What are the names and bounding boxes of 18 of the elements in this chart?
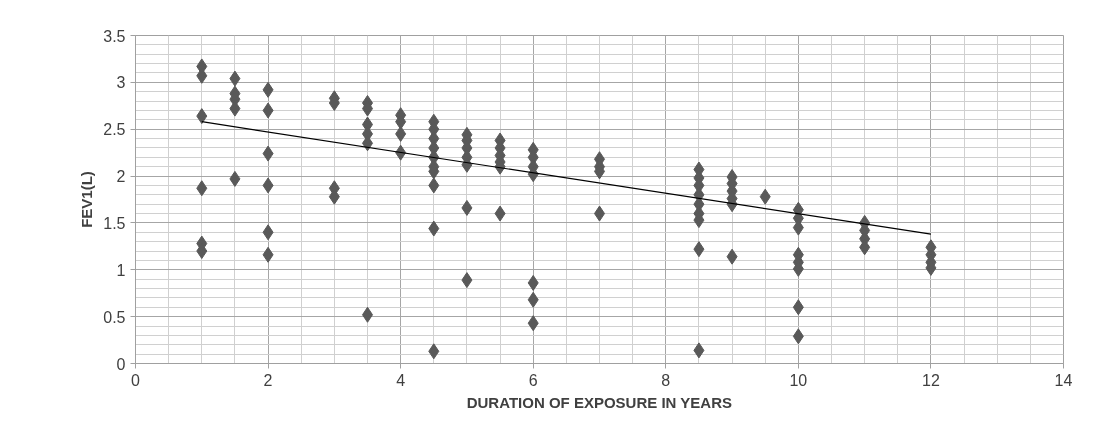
x-tick-label: 10 <box>789 371 808 389</box>
y-tick-label: 3 <box>116 74 126 92</box>
x-axis-title: DURATION OF EXPOSURE IN YEARS <box>466 393 733 411</box>
x-tick-label: 14 <box>1054 371 1073 389</box>
y-tick-label: 1.5 <box>103 214 126 232</box>
y-axis-title: FEV1(L) <box>78 171 96 228</box>
y-tick-label: 2 <box>116 168 126 186</box>
y-tick-label: 0.5 <box>103 308 126 326</box>
x-tick-label: 12 <box>922 371 940 389</box>
y-tick-label: 1 <box>116 261 126 279</box>
x-tick-label: 4 <box>396 371 406 389</box>
y-tick-label: 0 <box>116 355 126 373</box>
x-tick-label: 8 <box>661 371 671 389</box>
y-tick-label: 3.5 <box>103 27 126 45</box>
x-tick-label: 2 <box>263 371 273 389</box>
y-tick-label: 2.5 <box>103 121 126 139</box>
x-tick-label: 0 <box>131 371 141 389</box>
x-tick-label: 6 <box>528 371 538 389</box>
